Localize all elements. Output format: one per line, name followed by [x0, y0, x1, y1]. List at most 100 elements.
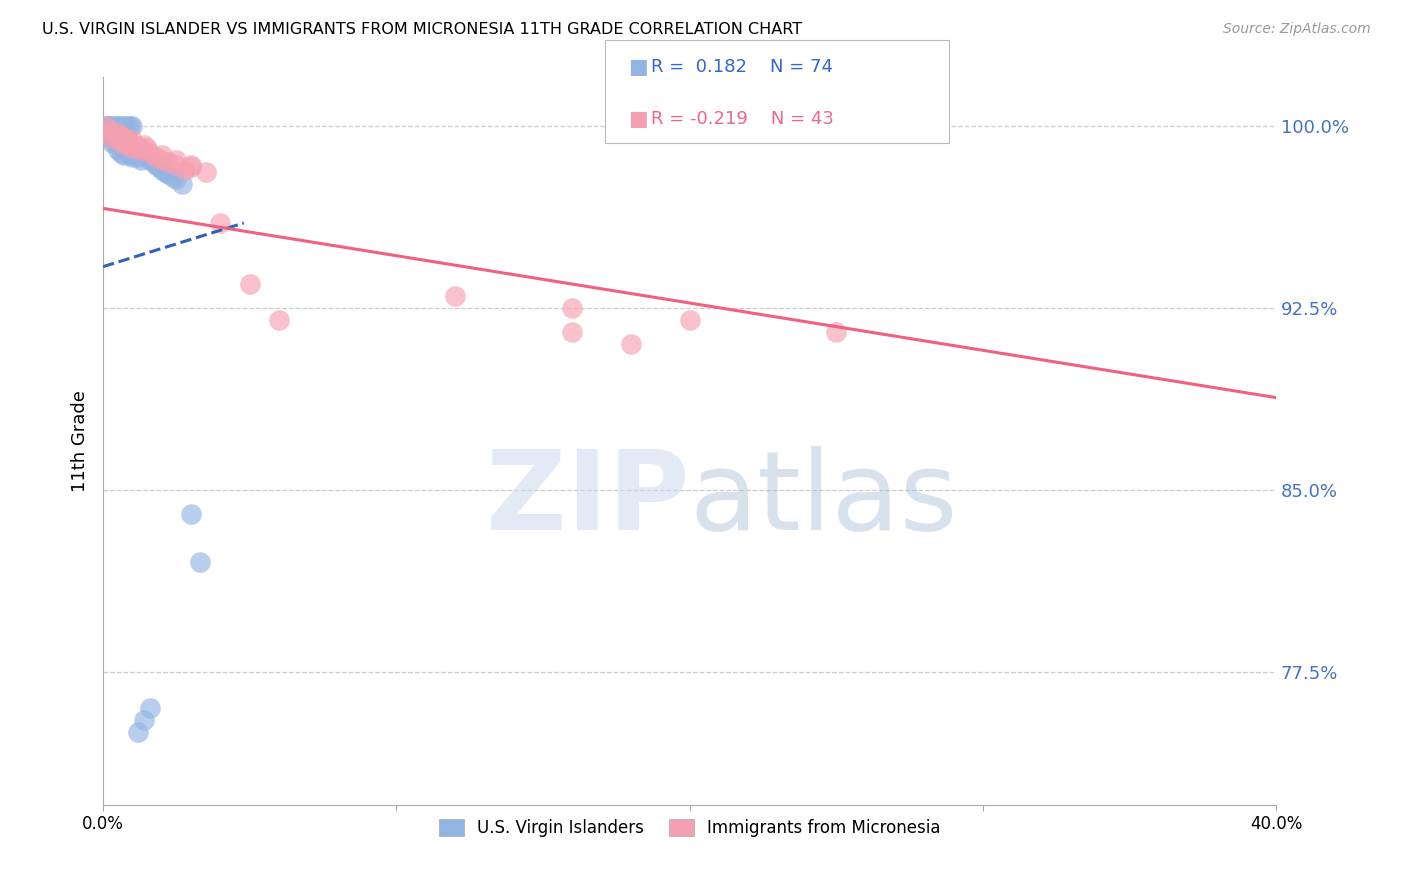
Point	[115, 134, 138, 148]
Point	[136, 141, 159, 155]
Point	[118, 119, 141, 133]
Point	[118, 136, 141, 150]
Point	[101, 121, 124, 136]
Text: ■: ■	[628, 57, 648, 77]
Y-axis label: 11th Grade: 11th Grade	[72, 391, 89, 492]
Point	[104, 124, 127, 138]
Point	[110, 145, 132, 160]
Point	[96, 119, 118, 133]
Point	[101, 126, 124, 140]
Point	[145, 151, 167, 165]
Point	[124, 138, 146, 153]
Point	[107, 131, 129, 145]
Point	[136, 151, 159, 165]
Text: Source: ZipAtlas.com: Source: ZipAtlas.com	[1223, 22, 1371, 37]
Point	[148, 160, 170, 174]
Point	[127, 151, 149, 165]
Point	[112, 134, 135, 148]
Point	[129, 145, 152, 160]
Point	[127, 725, 149, 739]
Point	[115, 134, 138, 148]
Point	[121, 119, 143, 133]
Point	[107, 136, 129, 150]
Point	[112, 148, 135, 162]
Point	[121, 138, 143, 153]
Point	[620, 337, 643, 351]
Text: R = -0.219    N = 43: R = -0.219 N = 43	[651, 110, 834, 128]
Point	[110, 128, 132, 143]
Point	[112, 131, 135, 145]
Point	[180, 158, 202, 172]
Point	[98, 124, 121, 138]
Text: atlas: atlas	[689, 446, 957, 553]
Point	[97, 124, 120, 138]
Point	[118, 136, 141, 150]
Point	[180, 160, 202, 174]
Point	[239, 277, 262, 291]
Point	[127, 141, 149, 155]
Point	[145, 158, 167, 172]
Point	[98, 131, 121, 145]
Point	[127, 143, 149, 157]
Point	[101, 128, 124, 143]
Point	[101, 124, 124, 138]
Point	[118, 136, 141, 150]
Point	[104, 128, 127, 143]
Point	[134, 713, 156, 727]
Point	[124, 148, 146, 162]
Point	[561, 325, 583, 339]
Point	[98, 126, 121, 140]
Text: U.S. VIRGIN ISLANDER VS IMMIGRANTS FROM MICRONESIA 11TH GRADE CORRELATION CHART: U.S. VIRGIN ISLANDER VS IMMIGRANTS FROM …	[42, 22, 803, 37]
Point	[139, 145, 162, 160]
Point	[150, 148, 173, 162]
Point	[118, 148, 141, 162]
Text: ■: ■	[628, 109, 648, 128]
Point	[101, 136, 124, 150]
Point	[112, 131, 135, 145]
Point	[110, 119, 132, 133]
Point	[94, 119, 117, 133]
Point	[121, 143, 143, 157]
Point	[678, 313, 700, 327]
Legend: U.S. Virgin Islanders, Immigrants from Micronesia: U.S. Virgin Islanders, Immigrants from M…	[432, 813, 948, 844]
Point	[110, 128, 132, 143]
Point	[150, 162, 173, 177]
Point	[139, 153, 162, 167]
Point	[115, 138, 138, 153]
Point	[172, 177, 194, 191]
Point	[96, 121, 118, 136]
Point	[107, 126, 129, 140]
Point	[112, 119, 135, 133]
Point	[162, 169, 184, 184]
Point	[115, 119, 138, 133]
Point	[121, 151, 143, 165]
Point	[124, 141, 146, 155]
Point	[150, 153, 173, 167]
Point	[165, 153, 187, 167]
Point	[115, 138, 138, 153]
Point	[209, 216, 232, 230]
Point	[104, 136, 127, 150]
Point	[121, 138, 143, 153]
Point	[101, 119, 124, 133]
Point	[142, 155, 165, 169]
Point	[267, 313, 290, 327]
Point	[107, 126, 129, 140]
Point	[134, 138, 156, 153]
Point	[107, 119, 129, 133]
Text: ZIP: ZIP	[486, 446, 689, 553]
Point	[139, 701, 162, 715]
Point	[129, 143, 152, 157]
Text: R =  0.182    N = 74: R = 0.182 N = 74	[651, 58, 832, 76]
Point	[129, 153, 152, 167]
Point	[825, 325, 848, 339]
Point	[118, 136, 141, 150]
Point	[110, 136, 132, 150]
Point	[112, 141, 135, 155]
Point	[194, 165, 217, 179]
Point	[94, 119, 117, 133]
Point	[129, 141, 152, 155]
Point	[156, 155, 179, 169]
Point	[110, 138, 132, 153]
Point	[96, 119, 118, 133]
